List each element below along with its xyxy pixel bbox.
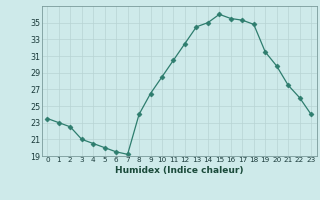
X-axis label: Humidex (Indice chaleur): Humidex (Indice chaleur): [115, 166, 244, 175]
